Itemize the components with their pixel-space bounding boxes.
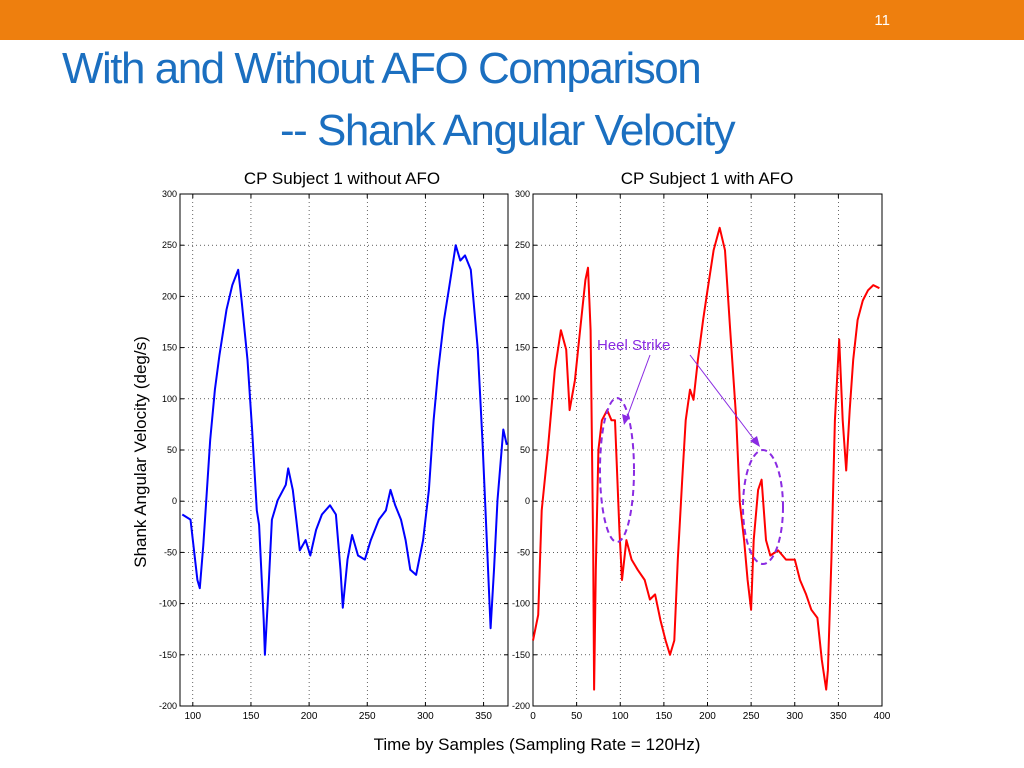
arrow-head-2 (750, 436, 760, 447)
x-tick-label: 150 (243, 711, 260, 722)
slide-title-line1: With and Without AFO Comparison (62, 44, 702, 93)
x-tick-label: 250 (743, 711, 760, 722)
y-tick-label: -100 (512, 599, 530, 609)
y-tick-label: -100 (159, 599, 177, 609)
x-tick-label: 350 (475, 711, 492, 722)
x-tick-label: 50 (571, 711, 583, 722)
chart-title-left: CP Subject 1 without AFO (244, 169, 440, 188)
y-tick-label: -150 (159, 650, 177, 660)
arrow-2 (689, 354, 757, 443)
x-tick-label: 250 (359, 711, 376, 722)
y-tick-label: 0 (525, 496, 530, 506)
heel-strike-ellipse-1 (599, 397, 635, 543)
slide-number: 11 (874, 12, 890, 29)
x-tick-label: 300 (786, 711, 803, 722)
x-tick-label: 0 (530, 711, 536, 722)
y-tick-label: -200 (159, 701, 177, 711)
x-tick-label: 200 (301, 711, 318, 722)
heel-strike-ellipse-2 (742, 449, 784, 565)
x-tick-label: 350 (830, 711, 847, 722)
y-tick-label: 100 (515, 394, 530, 404)
x-tick-label: 400 (874, 711, 891, 722)
y-tick-label: 50 (520, 445, 530, 455)
plot-left: 300 250 200 150 100 50 0 -50 -100 -150 -200 100 150 2… (159, 189, 509, 722)
y-tick-label: 250 (515, 240, 530, 250)
y-tick-label: 300 (515, 189, 530, 199)
x-tick-label: 150 (656, 711, 673, 722)
y-tick-label: 250 (162, 240, 177, 250)
y-axis-label: Shank Angular Velocity (deg/s) (131, 336, 150, 568)
y-tick-label: 150 (515, 343, 530, 353)
x-tick-label: 300 (417, 711, 434, 722)
x-tick-label: 200 (699, 711, 716, 722)
x-axis-label: Time by Samples (Sampling Rate = 120Hz) (374, 735, 701, 754)
x-tick-label: 100 (612, 711, 629, 722)
y-tick-label: 300 (162, 189, 177, 199)
annotation-label: Heel Strike (597, 337, 670, 354)
arrow-head-1 (622, 414, 630, 425)
y-tick-label: 0 (172, 496, 177, 506)
y-tick-label: -150 (512, 650, 530, 660)
y-tick-label: 50 (167, 445, 177, 455)
y-tick-label: 200 (515, 291, 530, 301)
y-tick-label: -50 (517, 547, 530, 557)
y-tick-label: 150 (162, 343, 177, 353)
y-tick-label: -50 (164, 547, 177, 557)
slide-title-line2: -- Shank Angular Velocity (280, 106, 736, 155)
series-line-with-AFO (532, 226, 880, 691)
header-bar (0, 0, 1024, 40)
y-tick-label: -200 (512, 701, 530, 711)
x-tick-label: 100 (184, 711, 201, 722)
chart-title-right: CP Subject 1 with AFO (621, 169, 794, 188)
arrow-1 (625, 354, 651, 421)
y-tick-label: 200 (162, 291, 177, 301)
series-line-without-AFO (181, 244, 508, 656)
y-tick-label: 100 (162, 394, 177, 404)
heel-strike-annotation: Heel Strike (597, 337, 784, 565)
